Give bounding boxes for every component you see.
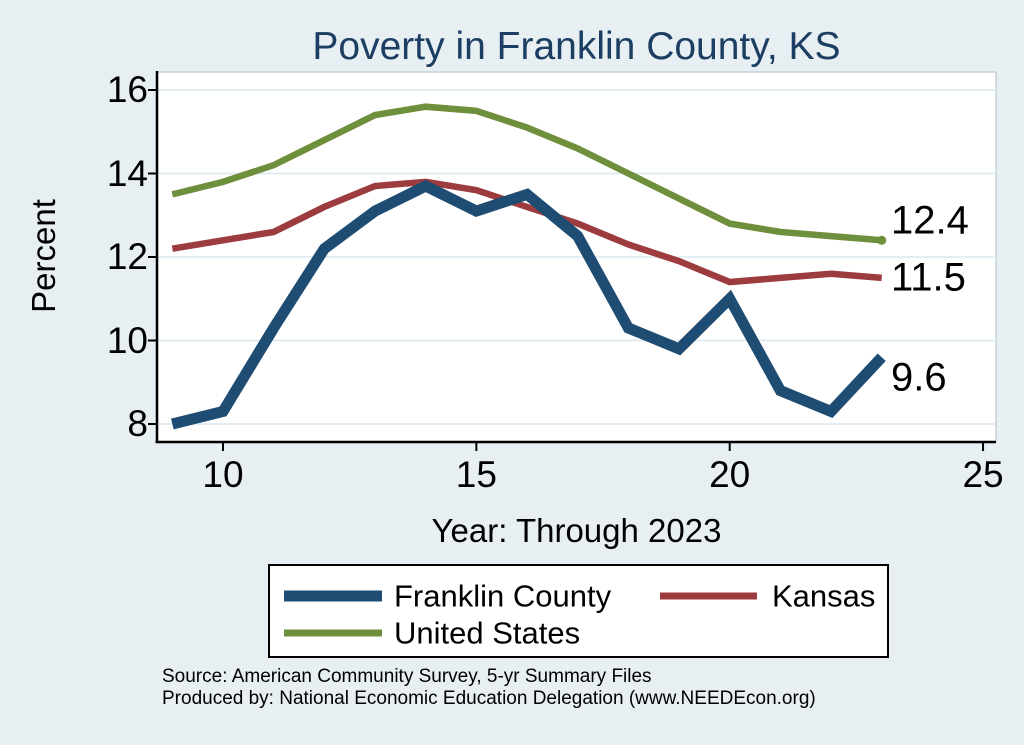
y-tick-label: 14 [106, 152, 148, 194]
legend-swatch-united-states [284, 629, 382, 637]
y-tick-label: 16 [106, 69, 148, 110]
legend-label-franklin-county: Franklin County [394, 578, 612, 614]
source-line: Source: American Community Survey, 5-yr … [162, 666, 652, 687]
end-label-franklin-county: 9.6 [891, 355, 947, 400]
legend-swatch-franklin-county [284, 590, 382, 602]
series-line-kansas [171, 178, 882, 286]
source-note: Source: American Community Survey, 5-yr … [162, 666, 816, 710]
legend-box: Franklin County Kansas United States [268, 564, 889, 658]
x-tick-label: 25 [962, 454, 1004, 495]
legend-label-kansas: Kansas [772, 578, 876, 614]
end-label-kansas: 11.5 [891, 255, 966, 300]
x-tick-label: 20 [709, 454, 751, 495]
chart-title: Poverty in Franklin County, KS [312, 25, 841, 68]
produced-by-line: Produced by: National Economic Education… [162, 688, 816, 709]
end-label-united-states: 12.4 [891, 198, 969, 243]
x-axis-title: Year: Through 2023 [431, 512, 722, 549]
series-line-united-states [171, 103, 882, 244]
y-tick-label: 12 [106, 236, 148, 277]
legend-swatch-kansas [660, 592, 757, 600]
series-end-marker [877, 235, 887, 245]
y-tick-label: 10 [106, 319, 148, 361]
y-tick-label: 8 [127, 403, 148, 444]
legend-label-united-states: United States [394, 615, 581, 651]
x-tick-label: 15 [455, 454, 497, 495]
series-line-franklin-county [171, 179, 886, 430]
x-tick-label: 10 [202, 454, 244, 495]
